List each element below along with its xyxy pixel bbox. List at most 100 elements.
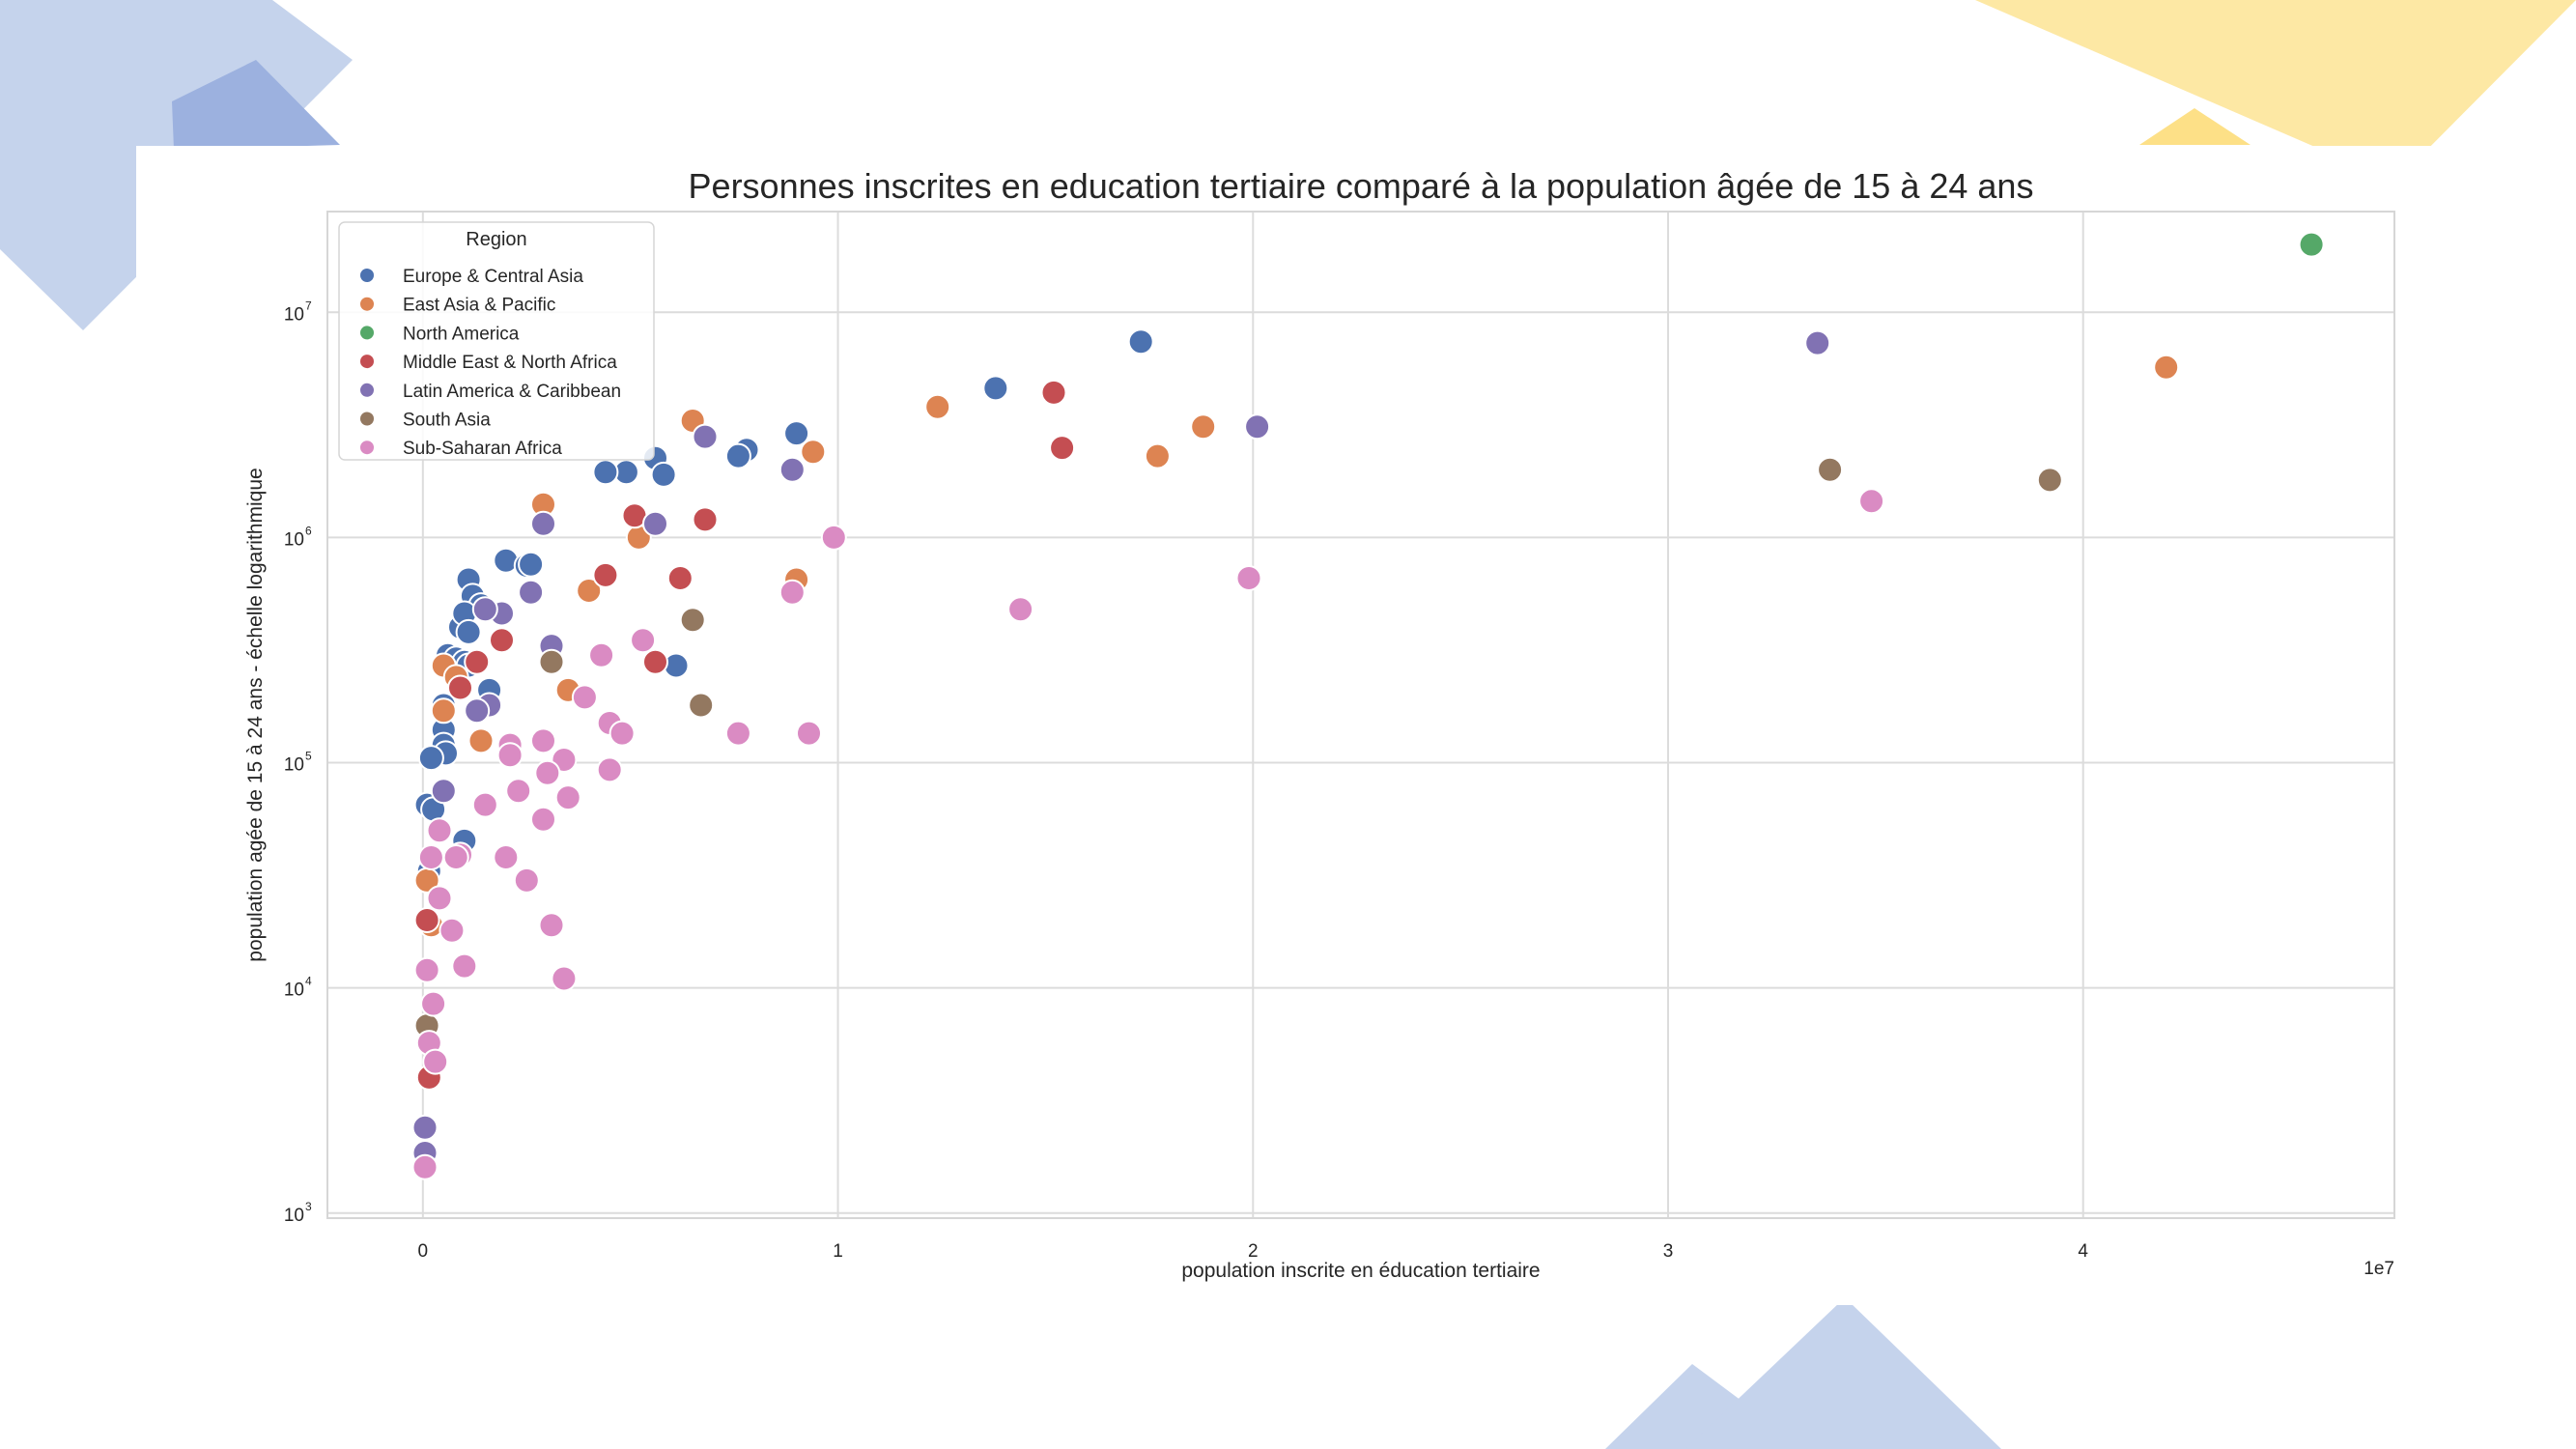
x-tick-label: 2 <box>1248 1241 1259 1262</box>
data-point <box>534 759 561 786</box>
data-point <box>413 907 440 933</box>
data-point <box>426 885 453 912</box>
legend-marker <box>360 297 374 311</box>
data-point <box>464 697 491 724</box>
data-point <box>471 791 498 818</box>
x-tick-label: 4 <box>2078 1241 2088 1262</box>
data-point <box>518 551 545 578</box>
data-point <box>464 648 491 675</box>
data-point <box>650 461 677 488</box>
data-point <box>2153 354 2180 381</box>
y-tick-exponent: 6 <box>305 524 312 537</box>
y-tick-exponent: 5 <box>305 750 312 763</box>
x-axis-label: population inscrite en éducation tertiai… <box>1181 1260 1540 1282</box>
data-point <box>493 844 520 870</box>
legend-box <box>338 221 655 461</box>
deco-yellow-triangle-topright-inner <box>2139 108 2250 145</box>
data-point <box>571 684 598 711</box>
data-point <box>778 579 806 606</box>
legend-entry-label: East Asia & Pacific <box>403 296 555 316</box>
data-point <box>1858 488 1885 515</box>
x-axis-offset-text: 1e7 <box>2364 1259 2394 1279</box>
data-point <box>530 727 556 754</box>
data-point <box>1235 565 1262 591</box>
data-point <box>1040 379 1067 406</box>
legend-marker <box>360 412 374 426</box>
data-point <box>439 917 466 944</box>
data-point <box>783 420 810 447</box>
data-point <box>447 674 473 701</box>
series-group <box>413 379 1076 1091</box>
legend-marker <box>360 269 374 282</box>
data-point <box>430 697 457 724</box>
data-point <box>924 393 951 420</box>
data-point <box>796 720 822 747</box>
deco-blue-triangle-topleft-inner <box>172 60 340 150</box>
data-point <box>411 1114 439 1141</box>
data-point <box>554 784 581 811</box>
series-group <box>413 456 2063 1039</box>
y-tick-exponent: 4 <box>305 975 312 988</box>
y-tick-label: 10 <box>284 529 304 550</box>
data-point <box>642 510 668 537</box>
y-tick-exponent: 3 <box>305 1200 312 1213</box>
data-point <box>426 817 453 844</box>
data-point <box>724 442 751 469</box>
data-point <box>820 524 847 551</box>
legend-marker <box>360 383 374 397</box>
data-point <box>778 456 806 483</box>
deco-yellow-triangle-topright <box>1975 0 2576 182</box>
data-point <box>420 990 447 1017</box>
data-point <box>592 561 619 588</box>
data-point <box>692 423 719 450</box>
data-point <box>1007 596 1034 623</box>
data-point <box>505 778 532 805</box>
data-point <box>1190 413 1217 440</box>
data-point <box>592 459 619 486</box>
data-point <box>538 648 565 675</box>
legend-entry-label: Sub-Saharan Africa <box>403 439 562 459</box>
data-point <box>496 742 524 769</box>
data-point <box>1144 442 1171 469</box>
data-point <box>413 956 440 983</box>
series-group <box>413 328 1154 885</box>
x-tick-label: 3 <box>1663 1241 1674 1262</box>
data-point <box>630 627 657 654</box>
y-tick-label: 10 <box>284 980 304 1001</box>
data-point <box>596 756 623 783</box>
legend-entry-label: Middle East & North Africa <box>403 353 617 373</box>
data-point <box>1127 328 1154 355</box>
data-point <box>1244 413 1271 440</box>
data-point <box>430 778 457 805</box>
x-tick-label: 0 <box>418 1241 429 1262</box>
data-point <box>609 720 636 747</box>
data-point <box>2036 467 2063 494</box>
legend: Region Europe & Central Asia East Asia & … <box>338 221 655 461</box>
legend-marker <box>360 326 374 340</box>
data-point <box>2298 231 2325 258</box>
data-point <box>513 867 540 894</box>
data-point <box>489 627 515 654</box>
y-tick-label: 10 <box>284 755 304 776</box>
data-point <box>442 844 469 870</box>
series-group <box>411 488 1885 1180</box>
grid-layer <box>327 212 2394 1218</box>
legend-marker <box>360 440 374 455</box>
data-point <box>588 641 615 668</box>
data-point <box>576 578 603 604</box>
data-point <box>417 745 444 772</box>
data-point <box>1049 435 1076 462</box>
data-point <box>1817 456 1844 483</box>
legend-entry-label: North America <box>403 324 520 344</box>
data-point <box>551 965 578 992</box>
data-point <box>451 952 478 980</box>
data-point <box>471 596 498 623</box>
data-point <box>467 727 495 754</box>
data-point <box>422 1048 449 1075</box>
legend-entry-label: Europe & Central Asia <box>403 267 583 287</box>
data-point <box>666 565 694 591</box>
data-point <box>518 579 545 606</box>
data-point <box>642 648 668 675</box>
